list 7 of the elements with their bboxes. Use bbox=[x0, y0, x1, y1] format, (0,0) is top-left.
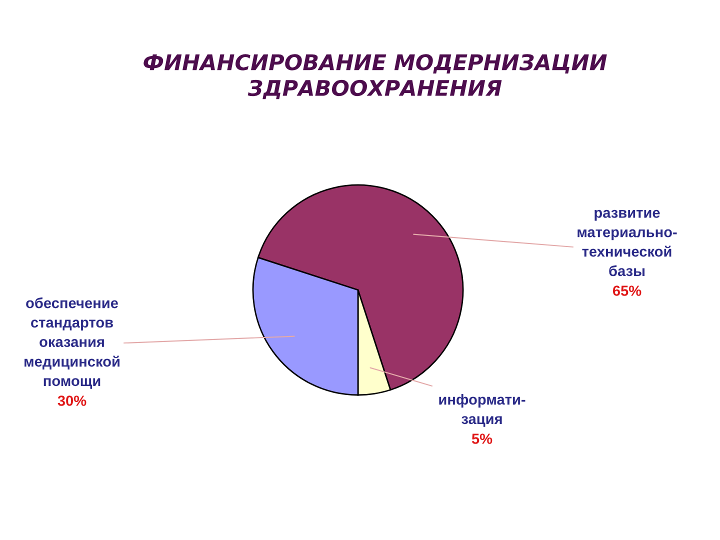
data-label: 30% bbox=[58, 396, 86, 406]
chart-title: ФИНАНСИРОВАНИЕ МОДЕРНИЗАЦИИ ЗДРАВООХРАНЕНИЯ bbox=[144, 54, 607, 100]
slice-label: развитие материально- технической базы bbox=[578, 210, 677, 276]
data-label: 65% bbox=[612, 286, 642, 296]
data-label: 5% bbox=[472, 434, 492, 444]
slice-label: обеспечение стандартов оказания медицинской помощи bbox=[24, 297, 120, 389]
slice-label: информати- зация bbox=[439, 394, 526, 427]
